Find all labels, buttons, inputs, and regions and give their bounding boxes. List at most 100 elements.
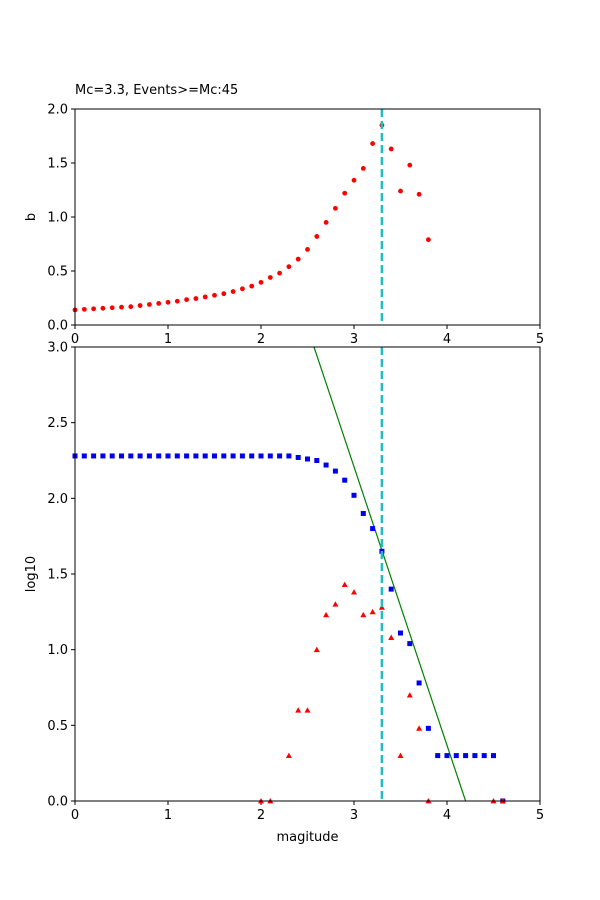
b-value-point — [119, 304, 124, 310]
b-value-point — [388, 146, 394, 152]
cumulative-count-point — [193, 453, 199, 459]
cumulative-count-point — [286, 453, 292, 459]
noncumulative-count-point — [313, 646, 320, 653]
noncumulative-count-point — [285, 752, 292, 758]
cumulative-count-point — [425, 725, 431, 731]
b-value-point — [258, 279, 264, 285]
noncumulative-count-point — [341, 581, 348, 587]
b-value-point — [174, 298, 180, 304]
cumulative-count-point — [230, 453, 236, 459]
cumulative-count-point — [277, 453, 283, 459]
noncumulative-count-point — [332, 601, 339, 607]
cumulative-count-point — [156, 453, 162, 459]
b-value-point — [351, 177, 357, 183]
cumulative-count-point — [267, 453, 273, 459]
cumulative-count-point — [444, 753, 450, 759]
x-axis-label: magitude — [276, 830, 338, 845]
y-tick-label: 1.5 — [47, 568, 68, 583]
cumulative-count-point — [100, 453, 106, 459]
b-value-point — [426, 237, 431, 243]
cumulative-count-point — [332, 468, 338, 474]
cumulative-count-point — [146, 453, 152, 459]
y-tick-label: 1.0 — [47, 643, 68, 658]
cumulative-count-point — [370, 526, 376, 532]
x-tick-label: 2 — [257, 332, 265, 347]
cumulative-count-point — [463, 753, 469, 759]
x-tick-label: 0 — [71, 808, 79, 823]
x-tick-label: 0 — [71, 332, 79, 347]
b-value-point — [295, 256, 301, 262]
cumulative-count-point — [305, 456, 310, 462]
cumulative-count-point — [351, 492, 357, 498]
noncumulative-count-point — [304, 707, 311, 713]
cumulative-count-point — [342, 477, 348, 483]
cumulative-count-point — [109, 453, 115, 459]
cumulative-count-point — [491, 753, 496, 759]
cumulative-count-point — [249, 453, 255, 459]
b-value-point — [137, 303, 143, 308]
cumulative-count-point — [128, 453, 134, 459]
cumulative-count-point — [137, 453, 143, 459]
cumulative-count-point — [258, 453, 264, 459]
x-tick-label: 3 — [350, 332, 358, 347]
noncumulative-count-point — [388, 634, 395, 640]
bottom-plot-area: 0 1 2 3 4 5 0.0 0.5 1.0 1.5 2.0 2.5 3.0 — [47, 341, 544, 824]
b-value-point — [147, 302, 152, 307]
cumulative-count-point — [202, 453, 208, 459]
y-tick-label: 2.0 — [47, 103, 68, 118]
top-plot-area: 0 1 2 3 4 5 0.0 0.5 1.0 1.5 2.0 — [47, 103, 544, 348]
x-tick-label: 4 — [443, 332, 451, 347]
b-value-point — [267, 275, 273, 280]
b-value-point — [221, 291, 227, 297]
y-tick-label: 0.0 — [47, 795, 68, 810]
top-plot-frame — [74, 108, 541, 326]
noncumulative-count-point — [406, 692, 413, 698]
b-value-point — [286, 264, 292, 270]
b-value-point — [360, 166, 366, 171]
y-tick-label: 0.5 — [47, 719, 68, 734]
cumulative-count-point — [416, 680, 422, 686]
b-value-point — [100, 305, 106, 311]
b-value-point — [416, 191, 422, 197]
cumulative-count-point — [360, 510, 366, 516]
b-value-point — [370, 141, 375, 146]
cumulative-count-point — [174, 453, 180, 459]
cumulative-count-point — [453, 753, 459, 759]
cumulative-count-point — [481, 753, 487, 759]
b-value-panel: Mc=3.3, Events>=Mc:45 b 0 1 2 3 4 5 0.0 0.5 1.0 1… — [24, 83, 544, 347]
x-tick-label: 2 — [257, 808, 265, 823]
cumulative-count-point — [398, 630, 403, 636]
cumulative-count-point — [472, 753, 478, 759]
noncumulative-count-point — [295, 707, 302, 713]
b-value-point — [314, 234, 320, 239]
b-value-point — [240, 286, 245, 292]
bottom-plot-frame — [74, 346, 541, 802]
x-tick-label: 4 — [443, 808, 451, 823]
y-tick-label: 1.5 — [47, 157, 68, 172]
b-value-point — [333, 205, 338, 211]
b-value-point — [156, 301, 162, 306]
b-value-point — [323, 220, 329, 225]
b-value-point — [202, 294, 208, 300]
x-tick-label: 1 — [164, 332, 172, 347]
b-value-point — [81, 306, 87, 312]
noncumulative-count-point — [323, 611, 330, 618]
b-value-point — [398, 188, 403, 194]
noncumulative-count-point — [351, 589, 357, 595]
b-value-point — [128, 304, 134, 310]
b-value-point — [277, 270, 282, 276]
y-axis-label-log10: log10 — [24, 556, 39, 592]
cumulative-count-point — [239, 453, 245, 459]
b-value-point — [407, 162, 413, 168]
cumulative-count-point — [165, 453, 171, 459]
b-value-point — [109, 305, 115, 311]
y-axis-label-b: b — [24, 213, 39, 221]
noncumulative-count-point — [397, 752, 404, 758]
y-tick-label: 3.0 — [47, 341, 68, 356]
b-value-point — [184, 297, 190, 303]
cumulative-count-point — [221, 453, 227, 459]
cumulative-count-point — [407, 641, 413, 647]
cumulative-count-point — [323, 462, 329, 468]
cumulative-count-point — [295, 454, 301, 460]
cumulative-count-point — [184, 453, 190, 459]
